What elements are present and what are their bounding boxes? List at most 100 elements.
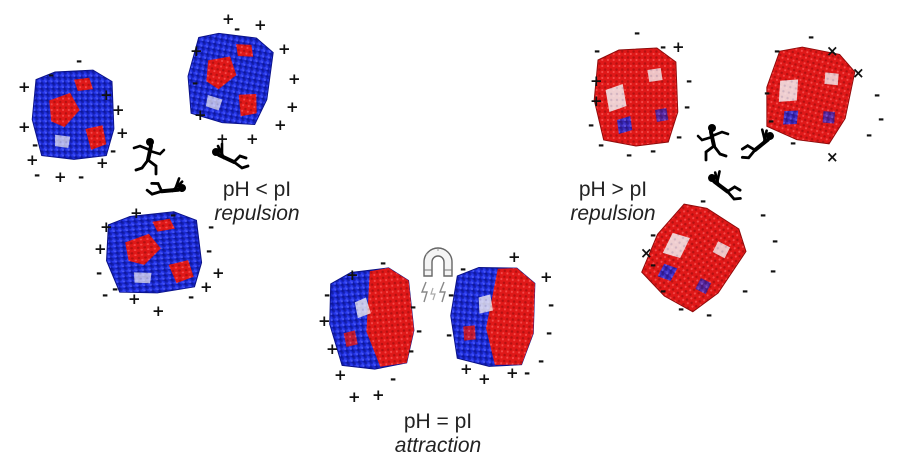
svg-text:+: + xyxy=(246,130,259,148)
svg-text:+: + xyxy=(216,130,229,148)
protein-positive-1 xyxy=(31,69,115,160)
svg-text:-: - xyxy=(594,42,600,60)
svg-text:+: + xyxy=(346,266,359,284)
svg-text:+: + xyxy=(112,101,125,119)
svg-text:+: + xyxy=(318,312,331,330)
svg-text:-: - xyxy=(548,296,554,314)
protein-neutral-2 xyxy=(446,263,539,370)
label-low-ph: pH < pI repulsion xyxy=(202,178,312,226)
label-equal-ph-condition: pH = pI xyxy=(403,410,473,433)
svg-text:+: + xyxy=(508,248,521,266)
svg-text:-: - xyxy=(650,256,656,274)
svg-text:-: - xyxy=(460,260,466,278)
svg-text:+: + xyxy=(590,92,603,110)
svg-text:+: + xyxy=(18,118,31,136)
falling-figure-icon-left-2 xyxy=(144,167,191,207)
svg-text:+: + xyxy=(128,290,141,308)
label-high-ph: pH > pI repulsion xyxy=(558,178,668,226)
svg-text:×: × xyxy=(852,64,865,82)
svg-text:-: - xyxy=(660,38,666,56)
svg-text:+: + xyxy=(372,386,385,404)
svg-text:-: - xyxy=(446,326,452,344)
svg-text:+: + xyxy=(348,388,361,406)
svg-text:+: + xyxy=(130,204,143,222)
svg-text:-: - xyxy=(772,232,778,250)
svg-text:-: - xyxy=(598,136,604,154)
label-low-ph-condition: pH < pI xyxy=(222,178,292,201)
svg-text:-: - xyxy=(808,28,814,46)
svg-text:+: + xyxy=(274,116,287,134)
svg-text:-: - xyxy=(700,192,706,210)
svg-text:+: + xyxy=(460,360,473,378)
svg-text:-: - xyxy=(866,126,872,144)
svg-text:-: - xyxy=(32,136,38,154)
svg-text:-: - xyxy=(48,66,54,84)
svg-text:-: - xyxy=(208,218,214,236)
svg-text:+: + xyxy=(94,240,107,258)
lightning-icon xyxy=(420,281,446,303)
svg-text:+: + xyxy=(194,106,207,124)
svg-text:-: - xyxy=(768,112,774,130)
svg-text:+: + xyxy=(540,268,553,286)
svg-text:+: + xyxy=(26,151,39,169)
svg-text:-: - xyxy=(538,352,544,370)
svg-text:×: × xyxy=(640,244,653,262)
svg-text:+: + xyxy=(152,302,165,320)
svg-text:+: + xyxy=(222,10,235,28)
protein-negative-1 xyxy=(593,47,679,147)
svg-text:-: - xyxy=(192,74,198,92)
svg-text:-: - xyxy=(626,146,632,164)
svg-text:+: + xyxy=(116,124,129,142)
svg-text:-: - xyxy=(234,20,240,38)
charge-signs-neutral-cluster: +-- +++ + +- --- -++ --- ++ + --- xyxy=(318,248,554,406)
svg-text:+: + xyxy=(190,42,203,60)
svg-text:-: - xyxy=(650,226,656,244)
svg-text:-: - xyxy=(874,86,880,104)
svg-text:+: + xyxy=(200,278,213,296)
charge-signs-positive-cluster: + ++ + ++ --+ +- - -- ++ + +++ -++ ++- ++- -… xyxy=(18,10,301,320)
svg-text:+: + xyxy=(288,70,301,88)
svg-text:-: - xyxy=(686,72,692,90)
svg-text:-: - xyxy=(678,300,684,318)
svg-text:-: - xyxy=(34,166,40,184)
svg-text:-: - xyxy=(188,288,194,306)
label-equal-ph-effect: attraction xyxy=(394,434,482,457)
svg-text:-: - xyxy=(878,110,884,128)
svg-text:-: - xyxy=(448,286,454,304)
svg-text:+: + xyxy=(506,364,519,382)
svg-text:-: - xyxy=(408,342,414,360)
label-low-ph-effect: repulsion xyxy=(214,202,300,225)
svg-text:+: + xyxy=(96,154,109,172)
svg-text:-: - xyxy=(410,298,416,316)
svg-text:-: - xyxy=(684,98,690,116)
svg-text:+: + xyxy=(326,340,339,358)
svg-text:-: - xyxy=(380,254,386,272)
svg-text:-: - xyxy=(390,370,396,388)
svg-text:-: - xyxy=(524,364,530,382)
svg-text:-: - xyxy=(170,206,176,224)
running-figure-icon-left xyxy=(132,136,166,176)
label-high-ph-condition: pH > pI xyxy=(578,178,648,201)
label-equal-ph: pH = pI attraction xyxy=(382,410,494,458)
svg-text:+: + xyxy=(100,218,113,236)
svg-text:-: - xyxy=(770,262,776,280)
svg-text:+: + xyxy=(100,86,113,104)
svg-text:+: + xyxy=(212,264,225,282)
svg-text:-: - xyxy=(764,84,770,102)
svg-text:+: + xyxy=(672,38,685,56)
protein-positive-3 xyxy=(102,209,204,297)
svg-text:-: - xyxy=(324,286,330,304)
svg-text:-: - xyxy=(660,282,666,300)
svg-text:-: - xyxy=(634,24,640,42)
svg-text:+: + xyxy=(278,40,291,58)
protein-neutral-1 xyxy=(325,265,417,373)
svg-text:+: + xyxy=(254,16,267,34)
svg-text:-: - xyxy=(588,116,594,134)
svg-text:-: - xyxy=(76,52,82,70)
svg-text:-: - xyxy=(760,206,766,224)
svg-text:-: - xyxy=(742,282,748,300)
label-high-ph-effect: repulsion xyxy=(570,202,656,225)
svg-text:+: + xyxy=(334,366,347,384)
falling-figure-icon-left-1 xyxy=(210,142,250,170)
